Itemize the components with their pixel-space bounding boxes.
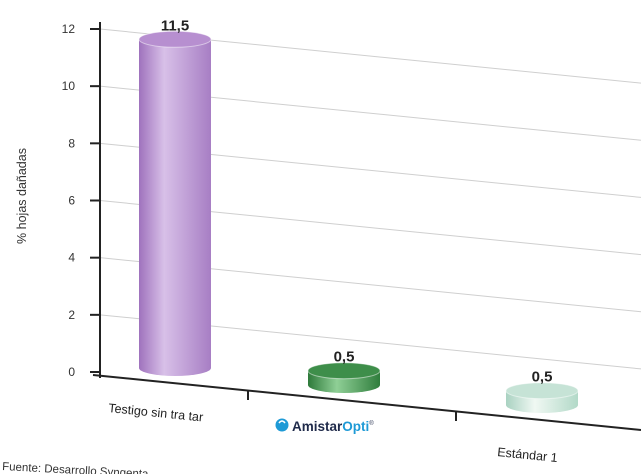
y-tick-label: 4 — [68, 251, 75, 265]
value-label-0: 11,5 — [161, 17, 189, 34]
bar-cap-1 — [307, 362, 381, 380]
amistar-opti-logo: AmistarOpti® — [275, 418, 374, 434]
y-tick-label: 2 — [68, 308, 75, 322]
svg-text:AmistarOpti®: AmistarOpti® — [292, 419, 374, 434]
y-tick-label: 6 — [68, 194, 75, 208]
bar-0 — [138, 30, 212, 377]
water-drop-highlight — [278, 420, 286, 424]
value-label-1: 0,5 — [334, 349, 355, 366]
y-tick-label: 8 — [68, 136, 75, 150]
x-axis-line — [92, 374, 641, 431]
y-tick-label: 0 — [68, 365, 75, 379]
bar-cap-0 — [138, 30, 212, 48]
logo-text-main: Amistar — [292, 419, 343, 434]
y-axis-title: % hojas dañadas — [15, 148, 29, 244]
y-axis-ticks: 0 2 4 6 8 10 12 — [62, 22, 100, 379]
bar-1 — [307, 362, 381, 393]
value-label-2: 0,5 — [532, 369, 553, 386]
category-label-2: Estándar 1 — [497, 445, 559, 465]
category-label-0: Testigo sin tra tar — [108, 401, 204, 424]
bar-2 — [505, 382, 579, 413]
source-note: Fuente: Desarrollo Syngenta — [2, 461, 149, 474]
logo-mark: ® — [369, 420, 374, 427]
bar-cap-2 — [505, 382, 579, 400]
logo-text-sub: Opti — [342, 419, 369, 434]
water-drop-icon — [275, 418, 289, 432]
bars: 11,5 0,5 0,5 — [138, 17, 579, 413]
y-tick-label: 12 — [62, 22, 76, 36]
y-tick-label: 10 — [62, 79, 76, 93]
bar-body-0 — [139, 39, 211, 377]
